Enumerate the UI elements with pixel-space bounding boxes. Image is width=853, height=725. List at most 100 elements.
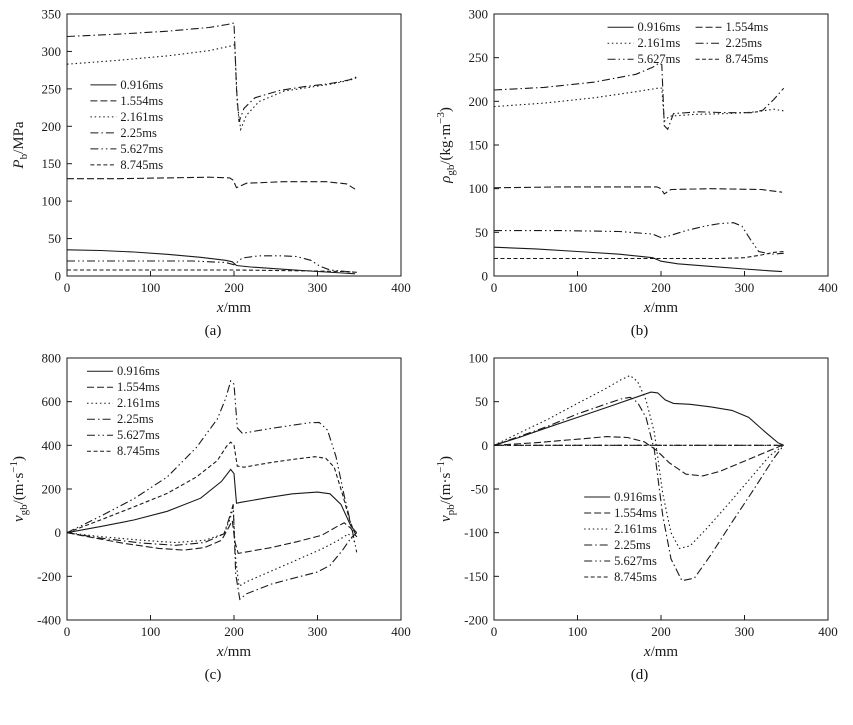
panel-c: 0 100 200 300 400 -400 -200 0 200 400 600 800 x/mm vg… (0, 348, 426, 684)
y-tick-label: 0 (481, 438, 488, 453)
legend-label: 8.745ms (725, 52, 768, 66)
legend-label: 1.554ms (725, 20, 768, 34)
series-line-0.916ms (66, 468, 358, 534)
y-tick-label: 50 (475, 394, 488, 409)
series-line-0.916ms (493, 391, 784, 446)
x-tick-label: 200 (651, 624, 671, 639)
y-axis-label: ρgb/(kg·m−3) (436, 107, 457, 184)
series-line-1.554ms (67, 176, 356, 190)
x-tick-label: 100 (141, 624, 161, 639)
y-tick-label: 600 (42, 394, 62, 409)
legend-label: 2.25ms (117, 412, 154, 426)
legend-label: 1.554ms (614, 506, 657, 520)
caption-b: (b) (630, 323, 649, 339)
caption-c: (c) (204, 667, 222, 683)
legend-label: 8.745ms (117, 444, 160, 458)
legend-label: 8.745ms (120, 158, 163, 172)
y-tick-label: -200 (37, 569, 61, 584)
caption-a: (a) (204, 323, 222, 339)
x-axis-label: x/mm (642, 300, 678, 316)
legend-label: 0.916ms (117, 364, 160, 378)
x-tick-label: 0 (490, 624, 497, 639)
legend-label: 2.161ms (614, 522, 657, 536)
y-tick-label: -50 (470, 482, 487, 497)
legend-label: 5.627ms (120, 142, 163, 156)
legend-label: 2.25ms (120, 126, 157, 140)
chart-a-svg: 0 100 200 300 400 0 50 100 150 200 250 300 350 x/mm Pb… (11, 7, 411, 317)
series-line-5.627ms (493, 222, 784, 255)
x-tick-label: 400 (391, 624, 411, 639)
x-tick-label: 100 (567, 280, 587, 295)
x-axis-label: x/mm (216, 300, 252, 316)
y-tick-label: 300 (468, 7, 488, 22)
series-line-1.554ms (493, 436, 782, 477)
y-axis-label: vgb/(m·s−1) (9, 456, 30, 522)
y-tick-label: -400 (37, 613, 61, 628)
series-line-0.916ms (493, 246, 782, 273)
x-tick-label: 200 (224, 624, 244, 639)
legend-label: 5.627ms (614, 554, 657, 568)
legend-label: 0.916ms (637, 20, 680, 34)
y-tick-label: 50 (475, 225, 488, 240)
y-tick-label: 150 (42, 156, 62, 171)
series-line-1.554ms (493, 186, 782, 195)
x-tick-label: 0 (490, 280, 497, 295)
y-tick-label: 800 (42, 351, 62, 366)
legend-label: 0.916ms (614, 490, 657, 504)
series-line-2.161ms (493, 87, 784, 123)
x-tick-label: 300 (308, 624, 328, 639)
x-tick-label: 300 (734, 624, 754, 639)
plot-frame (66, 13, 402, 277)
series-line-5.627ms (66, 379, 358, 553)
legend-label: 0.916ms (120, 78, 163, 92)
plot-frame (493, 357, 828, 621)
legend-label: 8.745ms (614, 570, 657, 584)
legend-label: 1.554ms (120, 94, 163, 108)
x-tick-label: 200 (224, 280, 244, 295)
chart-d: 0 100 200 300 400 -200 -150 -100 -50 0 50 100 x/mm vp… (435, 348, 844, 666)
x-tick-label: 100 (141, 280, 161, 295)
x-tick-label: 200 (651, 280, 671, 295)
legend-label: 2.25ms (614, 538, 651, 552)
y-tick-label: -200 (464, 613, 488, 628)
y-tick-label: 100 (468, 351, 488, 366)
series-line-2.25ms (493, 396, 784, 582)
x-axis-label: x/mm (216, 644, 252, 660)
x-axis-label: x/mm (642, 644, 678, 660)
legend-label: 5.627ms (637, 52, 680, 66)
panel-b: 0 100 200 300 400 0 50 100 150 200 250 300 x/mm ρgb/(… (426, 4, 853, 340)
x-tick-label: 400 (391, 280, 411, 295)
y-tick-label: 150 (468, 138, 488, 153)
y-tick-label: 100 (42, 194, 62, 209)
y-tick-label: 200 (42, 482, 62, 497)
series-line-2.25ms (66, 504, 358, 601)
series-line-2.25ms (493, 62, 784, 131)
x-tick-label: 300 (734, 280, 754, 295)
y-tick-label: 50 (48, 231, 61, 246)
y-tick-label: 0 (55, 525, 62, 540)
legend-label: 1.554ms (117, 380, 160, 394)
y-tick-label: -100 (464, 525, 488, 540)
panel-d: 0 100 200 300 400 -200 -150 -100 -50 0 50 100 x/mm vp… (426, 348, 853, 684)
caption-d: (d) (630, 667, 649, 683)
legend-label: 2.25ms (725, 36, 762, 50)
x-tick-label: 400 (818, 624, 838, 639)
x-tick-label: 100 (567, 624, 587, 639)
series-line-8.745ms (493, 250, 784, 260)
chart-c: 0 100 200 300 400 -400 -200 0 200 400 600 800 x/mm vg… (8, 348, 417, 666)
x-tick-label: 0 (64, 624, 71, 639)
y-tick-label: -150 (464, 569, 488, 584)
y-tick-label: 350 (42, 7, 62, 22)
y-tick-label: 0 (481, 269, 488, 284)
y-tick-label: 0 (55, 269, 62, 284)
figure-grid: 0 100 200 300 400 0 50 100 150 200 250 300 350 x/mm Pb… (0, 4, 853, 684)
series-line-2.161ms (66, 507, 356, 588)
y-tick-label: 300 (42, 44, 62, 59)
x-tick-label: 300 (308, 280, 328, 295)
panel-a: 0 100 200 300 400 0 50 100 150 200 250 300 350 x/mm Pb… (0, 4, 426, 340)
y-tick-label: 200 (468, 94, 488, 109)
legend-label: 2.161ms (117, 396, 160, 410)
chart-d-svg: 0 100 200 300 400 -200 -150 -100 -50 0 50 100 x/mm vp… (435, 351, 838, 661)
y-tick-label: 100 (468, 181, 488, 196)
chart-b: 0 100 200 300 400 0 50 100 150 200 250 300 x/mm ρgb/(… (435, 4, 844, 322)
